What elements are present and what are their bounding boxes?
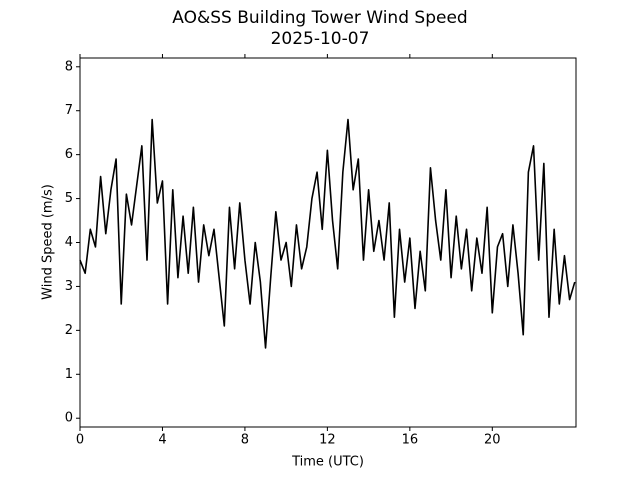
chart-title: AO&SS Building Tower Wind Speed (172, 8, 467, 28)
y-tick-label: 5 (65, 191, 73, 206)
x-tick-label: 0 (76, 433, 84, 448)
x-tick-label: 8 (241, 433, 249, 448)
y-tick-label: 0 (65, 411, 73, 426)
y-tick-label: 2 (65, 323, 73, 338)
chart-subtitle: 2025-10-07 (271, 29, 370, 49)
y-tick-label: 7 (65, 103, 73, 118)
y-axis-label: Wind Speed (m/s) (41, 184, 56, 300)
data-line (79, 118, 576, 349)
x-tick-label: 12 (319, 433, 336, 448)
plot-frame (79, 57, 577, 428)
x-axis-label: Time (UTC) (291, 455, 364, 470)
x-tick-label: 20 (484, 433, 501, 448)
x-tick-label: 4 (158, 433, 166, 448)
y-tick-label: 3 (65, 279, 73, 294)
y-tick-label: 8 (65, 59, 73, 74)
y-tick-label: 4 (65, 235, 73, 250)
y-tick-label: 6 (65, 147, 73, 162)
y-tick-label: 1 (65, 367, 73, 382)
x-tick-label: 16 (402, 433, 419, 448)
